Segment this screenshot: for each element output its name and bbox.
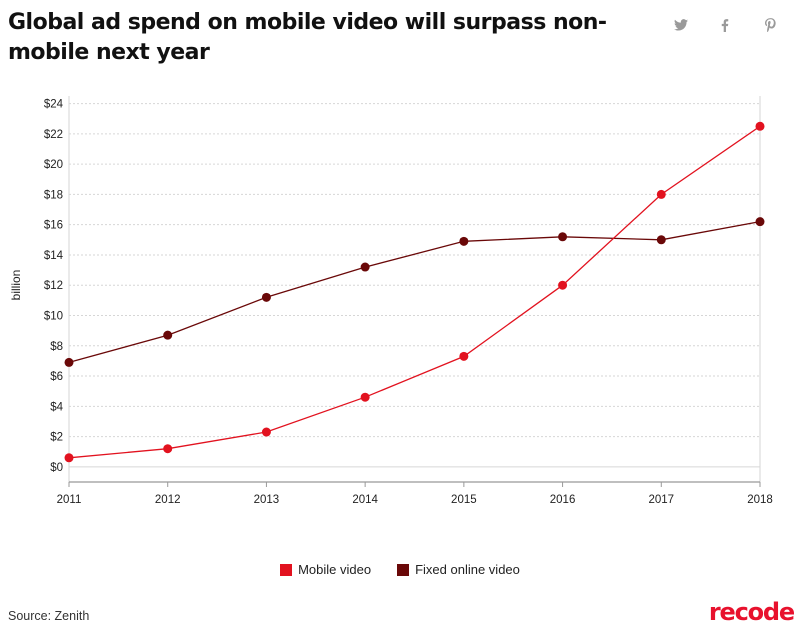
y-tick-label: $20 — [44, 159, 63, 171]
legend: Mobile video Fixed online video — [0, 562, 800, 577]
y-tick-label: $16 — [44, 220, 63, 232]
y-tick-label: $12 — [44, 280, 63, 292]
source-note: Source: Zenith — [8, 609, 90, 623]
x-tick-label: 2016 — [550, 494, 576, 506]
legend-label-mobile: Mobile video — [298, 562, 372, 577]
data-point-mobile[interactable] — [163, 444, 173, 454]
x-tick-label: 2014 — [352, 494, 378, 506]
x-tick-label: 2018 — [747, 494, 773, 506]
y-tick-label: $14 — [44, 250, 64, 262]
y-tick-label: $18 — [44, 189, 63, 201]
x-tick-label: 2012 — [155, 494, 181, 506]
data-point-fixed[interactable] — [656, 235, 666, 245]
x-tick-label: 2017 — [648, 494, 674, 506]
series-line-fixed — [68, 220, 761, 364]
x-axis: 2011 2012 2013 2014 2015 2016 2017 2018 — [57, 481, 773, 506]
grid-lines — [68, 96, 761, 482]
y-axis: $0 $2 $4 $6 $8 $10 $12 $14 $16 $18 $20 $22 $24 — [44, 99, 64, 474]
data-point-fixed[interactable] — [755, 217, 765, 227]
y-tick-label: $24 — [44, 99, 64, 111]
data-point-mobile[interactable] — [558, 280, 568, 290]
y-tick-label: $22 — [44, 129, 63, 141]
x-tick-label: 2011 — [57, 494, 82, 506]
twitter-icon[interactable] — [672, 16, 690, 34]
data-point-fixed[interactable] — [459, 236, 469, 246]
data-point-mobile[interactable] — [360, 392, 370, 402]
facebook-icon[interactable] — [716, 16, 734, 34]
data-point-mobile[interactable] — [64, 453, 74, 463]
series-line-mobile — [68, 125, 761, 459]
legend-item-fixed-online-video[interactable]: Fixed online video — [397, 562, 520, 577]
y-axis-label: billion — [9, 270, 23, 301]
x-tick-label: 2013 — [254, 494, 280, 506]
data-point-fixed[interactable] — [163, 330, 173, 340]
y-tick-label: $8 — [50, 341, 63, 353]
recode-logo[interactable]: recode — [708, 598, 795, 626]
x-tick-label: 2015 — [451, 494, 477, 506]
data-point-fixed[interactable] — [261, 292, 271, 302]
y-tick-label: $6 — [50, 371, 63, 383]
data-point-mobile[interactable] — [261, 427, 271, 437]
data-point-fixed[interactable] — [558, 232, 568, 242]
data-point-fixed[interactable] — [360, 262, 370, 272]
pinterest-icon[interactable] — [761, 16, 779, 34]
data-point-mobile[interactable] — [459, 351, 469, 361]
chart-title: Global ad spend on mobile video will sur… — [8, 10, 607, 65]
legend-label-fixed: Fixed online video — [415, 562, 520, 577]
legend-item-mobile-video[interactable]: Mobile video — [280, 562, 371, 577]
legend-swatch-mobile — [280, 563, 293, 576]
line-chart: $0$2$4$6$8$10$12$14$16$18$20$22$24 2011 2… — [9, 96, 773, 506]
y-tick-label: $0 — [50, 462, 63, 474]
data-point-mobile[interactable] — [755, 121, 765, 131]
data-point-fixed[interactable] — [64, 357, 74, 367]
y-tick-label: $10 — [44, 310, 63, 322]
data-point-mobile[interactable] — [656, 189, 666, 199]
y-tick-label: $2 — [50, 432, 63, 444]
series-layer — [64, 121, 765, 463]
y-tick-label: $4 — [50, 401, 63, 413]
legend-swatch-fixed — [397, 563, 410, 576]
